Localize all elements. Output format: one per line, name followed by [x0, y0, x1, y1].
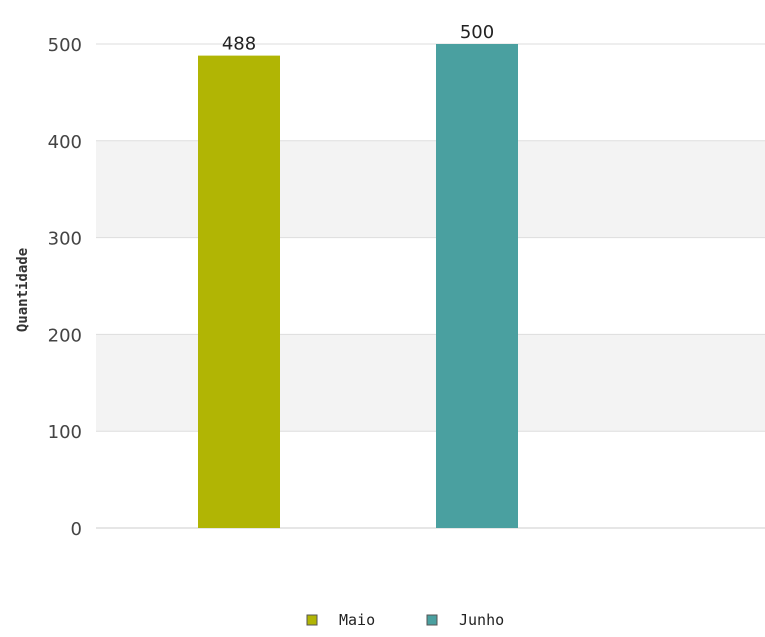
grid-band: [96, 237, 765, 335]
legend-swatch-maio: [306, 614, 318, 626]
data-label: 488: [222, 34, 256, 55]
y-axis-title: Quantidade: [15, 248, 31, 332]
grid-band: [96, 431, 765, 528]
y-tick-label: 0: [71, 519, 82, 540]
legend-swatch-junho: [426, 614, 438, 626]
grid-band: [96, 140, 765, 238]
bar-maio: [198, 55, 280, 529]
y-axis-ticks: 0 100 200 300 400 500: [48, 35, 82, 540]
y-tick-label: 400: [48, 132, 82, 153]
legend-label-junho: Junho: [459, 611, 504, 629]
y-tick-label: 300: [48, 229, 82, 250]
bars: [198, 44, 518, 529]
legend: Maio Junho: [306, 611, 504, 629]
y-tick-label: 200: [48, 325, 82, 346]
grid-band: [96, 334, 765, 432]
y-tick-label: 100: [48, 422, 82, 443]
y-tick-label: 500: [48, 35, 82, 56]
grid-bands: [96, 44, 765, 528]
data-labels: 488 500: [222, 22, 494, 55]
grid-band: [96, 44, 765, 141]
data-label: 500: [460, 22, 494, 43]
bar-junho: [436, 44, 518, 528]
legend-label-maio: Maio: [339, 611, 375, 629]
